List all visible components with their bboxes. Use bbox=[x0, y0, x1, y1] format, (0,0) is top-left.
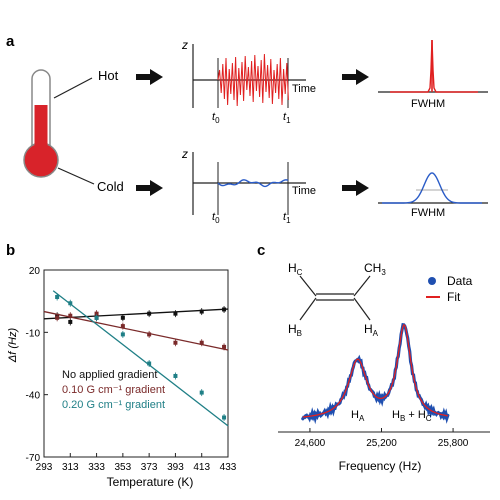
chart-b-ytick-label: 20 bbox=[29, 266, 41, 277]
molecule-ch3: CH3 bbox=[364, 261, 386, 277]
hot-time-trace: z Time t0 t1 bbox=[181, 38, 316, 125]
chart-b-point bbox=[199, 390, 204, 395]
hot-spectrum: FWHM bbox=[378, 39, 488, 110]
chart-b-point bbox=[55, 295, 60, 300]
chart-b-point bbox=[173, 340, 178, 345]
chart-c-legend: Data Fit bbox=[426, 274, 473, 304]
time-label-hot: Time bbox=[292, 83, 316, 95]
arrow-icon-cold-2 bbox=[342, 180, 369, 196]
chart-b-fit-line bbox=[43, 308, 229, 320]
hot-label: Hot bbox=[98, 68, 119, 83]
chart-b-ytick-label: -70 bbox=[26, 453, 41, 464]
chart-b-legend: No applied gradient 0.10 G cm⁻¹ gradient… bbox=[62, 369, 165, 411]
panel-c-label: c bbox=[257, 242, 265, 259]
cold-spectrum: FWHM bbox=[378, 172, 488, 219]
chart-b-xtick-label: 413 bbox=[193, 462, 210, 473]
z-axis-label-hot: z bbox=[181, 38, 188, 52]
chart-b-frame bbox=[43, 269, 229, 458]
cold-signal-wave bbox=[217, 179, 289, 188]
legend-data-marker bbox=[428, 277, 436, 285]
arrow-icon-hot-2 bbox=[342, 69, 369, 85]
chart-b-ytick-label: -40 bbox=[26, 391, 41, 402]
t1-label-hot: t1 bbox=[283, 111, 291, 125]
chart-c-xtick-label: 25,200 bbox=[366, 438, 397, 449]
chart-b-xlabel: Temperature (K) bbox=[107, 475, 194, 489]
chart-b-xtick-label: 293 bbox=[36, 462, 53, 473]
cold-broad-peak bbox=[382, 172, 482, 204]
cold-connector bbox=[57, 167, 95, 185]
legend-entry-no-gradient: No applied gradient bbox=[62, 369, 157, 381]
chart-b-point bbox=[94, 311, 99, 316]
chart-b-xtick-label: 433 bbox=[220, 462, 237, 473]
chart-b-point bbox=[147, 332, 152, 337]
chart-b-xtick-label: 313 bbox=[62, 462, 79, 473]
chart-c: 24,600 25,200 25,800 bbox=[278, 323, 490, 449]
molecule-hb: HB bbox=[288, 322, 302, 338]
chart-c-data-series bbox=[301, 323, 450, 425]
panel-c: c HC CH3 HB HA Data Fit 24,600 25,200 25,8… bbox=[257, 242, 490, 473]
chart-b-ylabel: Δf (Hz) bbox=[7, 328, 19, 364]
panel-b: b 293 313 333 353 373 393 413 433 20 -10 -40 -70 Te… bbox=[6, 242, 237, 489]
chart-c-xlabel: Frequency (Hz) bbox=[339, 459, 422, 473]
thermometer-icon bbox=[23, 69, 59, 178]
z-axis-label-cold: z bbox=[181, 147, 188, 161]
chart-b-point bbox=[120, 324, 125, 329]
chart-c-xtick-label: 25,800 bbox=[438, 438, 469, 449]
chart-b-xtick-label: 333 bbox=[88, 462, 105, 473]
hot-signal-wave bbox=[217, 53, 289, 107]
fwhm-label-hot: FWHM bbox=[411, 98, 445, 110]
molecule-ha: HA bbox=[364, 322, 379, 338]
legend-entry-010-gradient: 0.10 G cm⁻¹ gradient bbox=[62, 384, 165, 396]
chart-b-fit-line bbox=[52, 290, 229, 427]
hot-connector bbox=[53, 77, 93, 99]
peak-label-hbhc: HB + HC bbox=[392, 409, 432, 423]
arrow-icon-cold-1 bbox=[136, 180, 163, 196]
chart-b-point bbox=[68, 301, 73, 306]
chart-b-point bbox=[173, 311, 178, 316]
legend-data-label: Data bbox=[447, 274, 473, 288]
chart-b-point bbox=[120, 315, 125, 320]
legend-fit-label: Fit bbox=[447, 290, 461, 304]
panel-a: a Hot Cold bbox=[6, 33, 488, 225]
arrow-icon-hot-1 bbox=[136, 69, 163, 85]
peak-label-ha: HA bbox=[351, 409, 365, 423]
hot-narrow-peak bbox=[390, 39, 478, 93]
chart-b-point bbox=[173, 373, 178, 378]
legend-entry-020-gradient: 0.20 G cm⁻¹ gradient bbox=[62, 399, 165, 411]
cold-time-trace: z Time t0 t1 bbox=[181, 147, 316, 225]
cold-label: Cold bbox=[97, 179, 124, 194]
chart-b-ytick-label: -10 bbox=[26, 328, 41, 339]
chart-b-point bbox=[68, 319, 73, 324]
chart-b-point bbox=[147, 361, 152, 366]
t1-label-cold: t1 bbox=[283, 211, 291, 225]
molecule-hc: HC bbox=[288, 261, 303, 277]
chart-b-point bbox=[94, 315, 99, 320]
chart-b-xtick-label: 373 bbox=[141, 462, 158, 473]
chart-b-point bbox=[68, 313, 73, 318]
chart-b-xtick-label: 353 bbox=[115, 462, 132, 473]
chart-b-xtick-label: 393 bbox=[167, 462, 184, 473]
chart-b-point bbox=[199, 340, 204, 345]
chart-c-fit-series bbox=[302, 323, 448, 418]
molecule-structure: HC CH3 HB HA bbox=[288, 261, 386, 338]
t0-label-cold: t0 bbox=[212, 211, 220, 225]
time-label-cold: Time bbox=[292, 185, 316, 197]
chart-c-xtick-label: 24,600 bbox=[295, 438, 326, 449]
t0-label-hot: t0 bbox=[212, 111, 220, 125]
chart-b-fit-line bbox=[43, 310, 229, 351]
chart-b-point bbox=[120, 332, 125, 337]
chart-b-point bbox=[222, 307, 227, 312]
chart-b-point bbox=[222, 415, 227, 420]
chart-b-point bbox=[199, 309, 204, 314]
panel-a-label: a bbox=[6, 33, 15, 50]
chart-b: 293 313 333 353 373 393 413 433 20 -10 -40 -70 bbox=[26, 266, 237, 473]
chart-b-point bbox=[55, 315, 60, 320]
fwhm-label-cold: FWHM bbox=[411, 207, 445, 219]
chart-b-point bbox=[222, 344, 227, 349]
chart-b-point bbox=[147, 311, 152, 316]
panel-b-label: b bbox=[6, 242, 15, 259]
